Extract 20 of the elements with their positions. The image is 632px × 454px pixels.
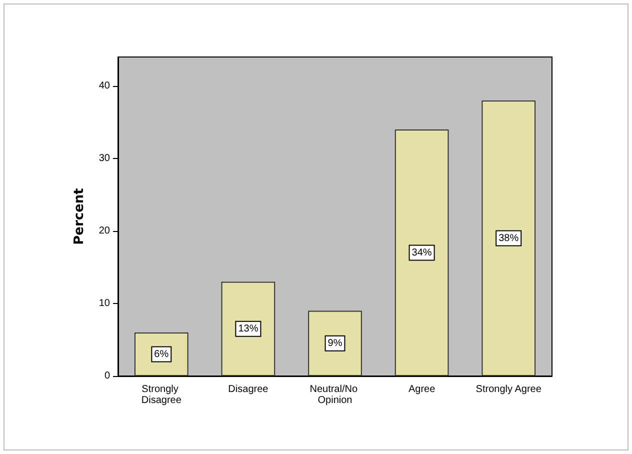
y-tick-label: 30 bbox=[98, 153, 110, 164]
data-label: 9% bbox=[328, 338, 342, 349]
y-tick-label: 10 bbox=[98, 298, 110, 309]
bar bbox=[482, 100, 536, 376]
y-tick-label: 0 bbox=[104, 370, 110, 382]
bar bbox=[394, 130, 449, 376]
x-tick-label: Neutral/No Opinion bbox=[310, 384, 360, 406]
y-axis-title: Percent bbox=[72, 188, 87, 245]
x-tick-label: Strongly Disagree bbox=[141, 384, 182, 406]
x-tick-label: Agree bbox=[408, 384, 436, 395]
data-label: 6% bbox=[154, 348, 169, 360]
data-label: 13% bbox=[238, 323, 258, 334]
x-tick-label: Disagree bbox=[228, 384, 269, 395]
bar bbox=[308, 310, 362, 376]
bar bbox=[221, 282, 276, 376]
y-tick-label: 40 bbox=[98, 80, 110, 92]
data-label: 38% bbox=[498, 232, 519, 244]
x-tick-label: Strongly Agree bbox=[476, 384, 542, 395]
data-label: 34% bbox=[412, 247, 432, 258]
y-tick-label: 20 bbox=[98, 226, 110, 236]
